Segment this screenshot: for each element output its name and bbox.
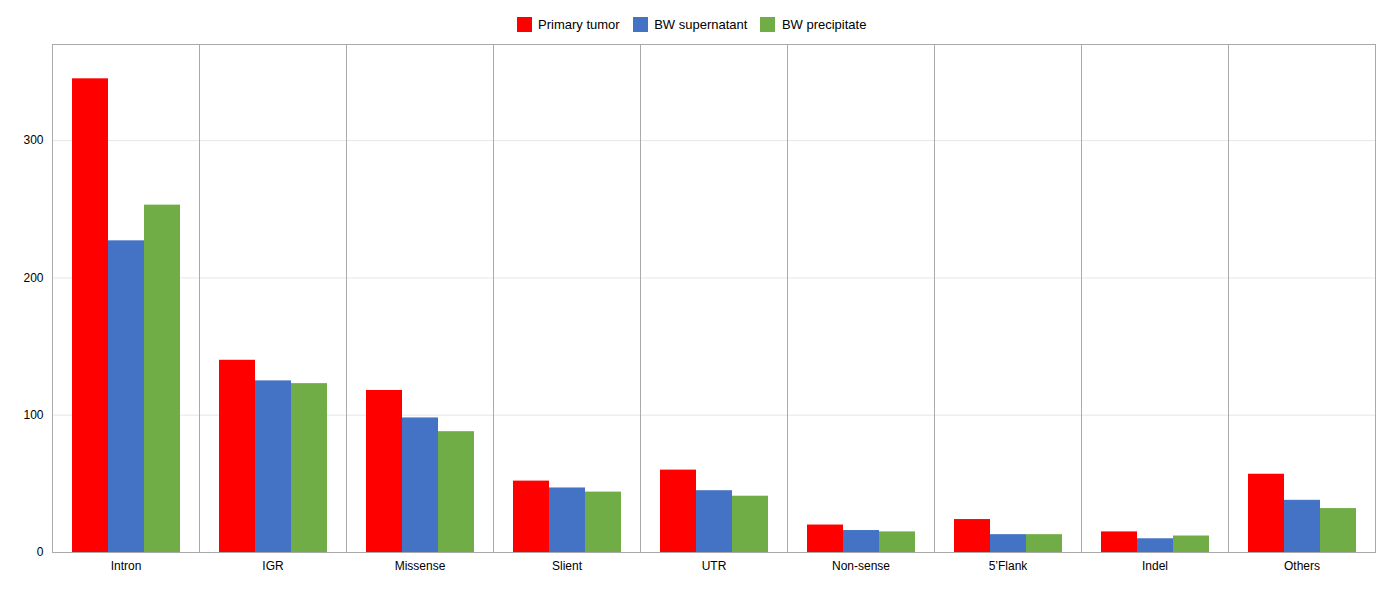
svg-text:300: 300: [23, 133, 43, 147]
svg-text:200: 200: [23, 271, 43, 285]
svg-text:Non-sense: Non-sense: [832, 559, 890, 573]
html-text:BW supernatant: BW supernatant: [654, 17, 748, 32]
svg-text:0: 0: [37, 545, 44, 559]
html-text:Primary tumor: Primary tumor: [538, 17, 620, 32]
svg-text:Indel: Indel: [1142, 559, 1168, 573]
html-text:BW precipitate: BW precipitate: [781, 17, 867, 32]
svg-text:Slient: Slient: [552, 559, 583, 573]
svg-text:Others: Others: [1284, 559, 1320, 573]
svg-text:Missense: Missense: [395, 559, 446, 573]
svg-text:5’Flank: 5’Flank: [989, 559, 1029, 573]
svg-text:UTR: UTR: [702, 559, 727, 573]
svg-text:IGR: IGR: [262, 559, 284, 573]
svg-text:Intron: Intron: [111, 559, 142, 573]
svg-text:100: 100: [23, 408, 43, 422]
